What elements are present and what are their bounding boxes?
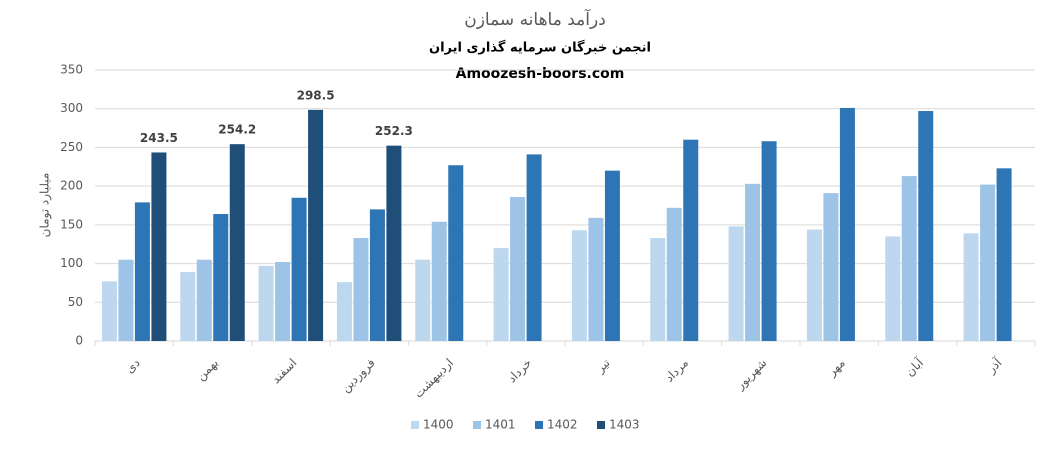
x-tick-label: شهریور (732, 356, 770, 394)
legend-swatch (411, 421, 419, 429)
x-tick-label: آبان (902, 355, 927, 380)
bar (213, 214, 229, 341)
bar (761, 141, 777, 341)
x-tick-label: مرداد (662, 356, 692, 386)
x-tick-label: تیر (593, 356, 614, 377)
x-tick-label: مهر (824, 356, 848, 380)
bar (901, 176, 917, 341)
legend-label: 1400 (423, 418, 454, 432)
bar (229, 144, 245, 341)
y-tick-label: 100 (60, 256, 83, 270)
data-label: 298.5 (297, 88, 335, 102)
bar (683, 139, 699, 341)
bar (118, 259, 134, 341)
bar (980, 184, 996, 341)
x-tick-label: آذر (983, 355, 1006, 378)
bar (510, 196, 526, 341)
bar (353, 238, 369, 341)
y-tick-label: 50 (68, 295, 83, 309)
bar (369, 209, 385, 341)
bar (885, 236, 901, 341)
data-label: 254.2 (218, 123, 256, 137)
bar (526, 154, 542, 341)
x-tick-label: خرداد (505, 356, 535, 386)
chart-source: Amoozesh-boors.com (456, 66, 625, 82)
legend-label: 1403 (609, 418, 640, 432)
bar (196, 259, 212, 341)
x-tick-label: اردیبهشت (411, 356, 457, 402)
bar (275, 262, 291, 341)
data-label: 243.5 (140, 131, 178, 145)
bar (918, 111, 934, 341)
legend-label: 1402 (547, 418, 578, 432)
bar (650, 238, 666, 341)
legend-label: 1401 (485, 418, 516, 432)
y-tick-label: 250 (60, 140, 83, 154)
bar (493, 248, 509, 341)
x-tick-label: اسفند (269, 356, 300, 387)
x-tick-label: فروردین (338, 356, 378, 396)
bar (151, 152, 167, 341)
bar (666, 207, 682, 341)
data-label: 252.3 (375, 124, 413, 138)
bar (431, 221, 447, 341)
y-tick-label: 200 (60, 179, 83, 193)
y-tick-label: 300 (60, 101, 83, 115)
y-axis-label: میلیارد تومان (38, 173, 53, 238)
bar (996, 168, 1012, 341)
bar (386, 145, 402, 341)
bar (839, 107, 855, 341)
bar (258, 265, 274, 341)
bar (823, 193, 839, 341)
bar (806, 229, 822, 341)
chart-subtitle: انجمن خبرگان سرمایه گذاری ایران (429, 40, 651, 56)
chart-title: درآمد ماهانه سمازن (464, 8, 606, 30)
bar (745, 183, 761, 341)
x-tick-label: دی (122, 356, 142, 376)
legend-swatch (473, 421, 481, 429)
x-tick-label: بهمن (194, 356, 222, 384)
bar (101, 281, 117, 341)
bar (604, 170, 620, 341)
bar (415, 259, 431, 341)
y-tick-label: 350 (60, 63, 83, 77)
bar (728, 226, 744, 341)
bar (336, 282, 352, 341)
legend-swatch (597, 421, 605, 429)
bar (963, 233, 979, 341)
bar (134, 202, 150, 341)
y-tick-label: 0 (75, 334, 83, 348)
legend-swatch (535, 421, 543, 429)
bar (291, 197, 307, 341)
bar (308, 109, 324, 341)
y-tick-label: 150 (60, 217, 83, 231)
bar (448, 165, 464, 341)
bar (180, 272, 196, 341)
bar (588, 217, 604, 341)
bar (571, 230, 587, 341)
